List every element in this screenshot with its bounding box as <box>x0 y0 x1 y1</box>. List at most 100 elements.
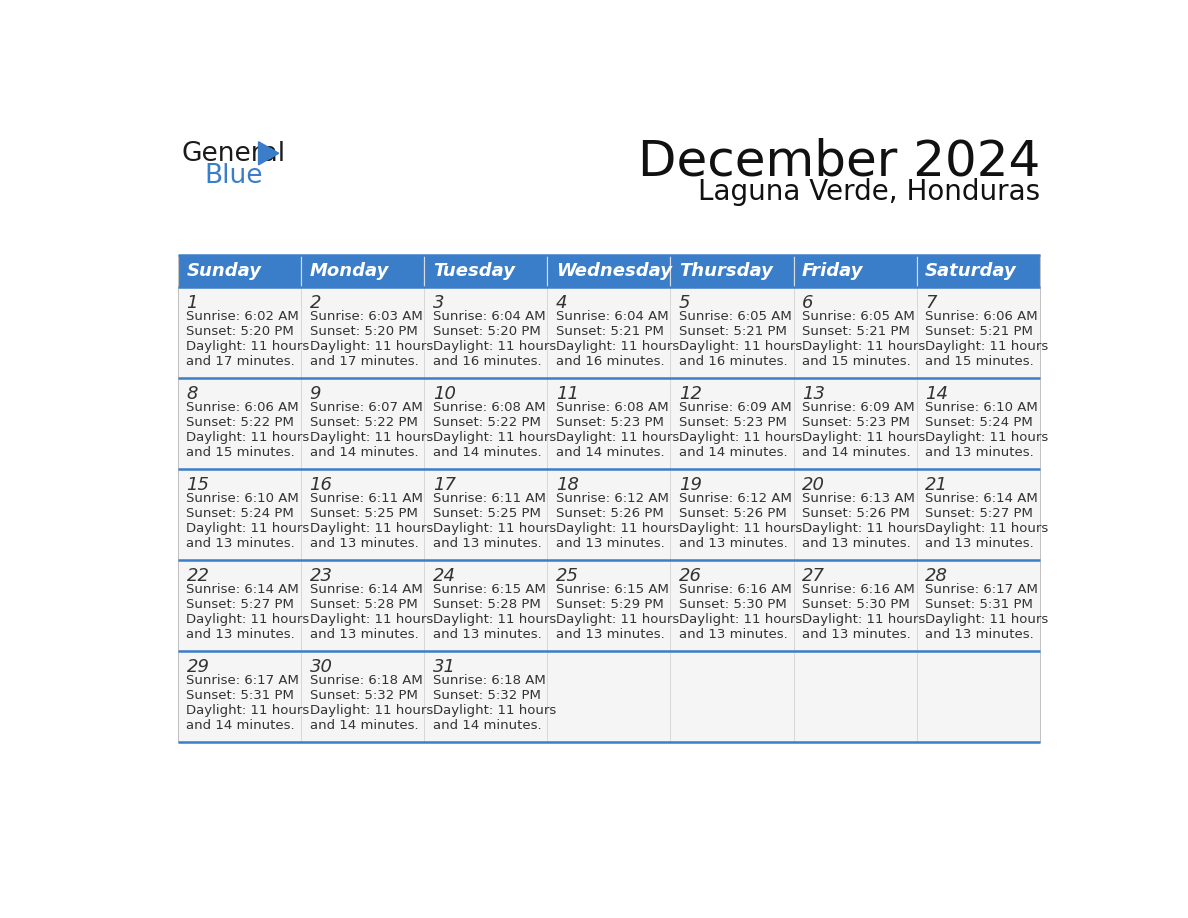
Text: Sunrise: 6:17 AM: Sunrise: 6:17 AM <box>925 583 1038 596</box>
Text: 23: 23 <box>310 566 333 585</box>
Text: 18: 18 <box>556 476 579 494</box>
Text: 21: 21 <box>925 476 948 494</box>
Text: and 13 minutes.: and 13 minutes. <box>678 537 788 550</box>
Text: Daylight: 11 hours: Daylight: 11 hours <box>556 613 680 626</box>
Text: and 15 minutes.: and 15 minutes. <box>187 446 296 459</box>
Text: Sunrise: 6:10 AM: Sunrise: 6:10 AM <box>187 492 299 505</box>
Text: Daylight: 11 hours: Daylight: 11 hours <box>802 431 925 444</box>
Text: 27: 27 <box>802 566 824 585</box>
Text: Daylight: 11 hours: Daylight: 11 hours <box>187 431 310 444</box>
Text: and 13 minutes.: and 13 minutes. <box>925 628 1034 641</box>
Text: 14: 14 <box>925 385 948 403</box>
Text: Daylight: 11 hours: Daylight: 11 hours <box>925 431 1049 444</box>
Text: and 17 minutes.: and 17 minutes. <box>187 355 296 368</box>
Bar <box>670 255 794 287</box>
Text: and 15 minutes.: and 15 minutes. <box>925 355 1034 368</box>
Text: Daylight: 11 hours: Daylight: 11 hours <box>310 522 432 535</box>
Text: 24: 24 <box>432 566 456 585</box>
Text: Daylight: 11 hours: Daylight: 11 hours <box>310 613 432 626</box>
Text: Sunset: 5:23 PM: Sunset: 5:23 PM <box>556 416 664 430</box>
Text: 25: 25 <box>556 566 579 585</box>
Polygon shape <box>259 141 279 165</box>
Text: and 13 minutes.: and 13 minutes. <box>802 628 911 641</box>
Text: Sunset: 5:28 PM: Sunset: 5:28 PM <box>310 598 417 611</box>
Text: Daylight: 11 hours: Daylight: 11 hours <box>556 522 680 535</box>
Text: Daylight: 11 hours: Daylight: 11 hours <box>802 522 925 535</box>
Text: Sunrise: 6:14 AM: Sunrise: 6:14 AM <box>310 583 423 596</box>
Bar <box>178 651 1040 742</box>
Text: Sunrise: 6:05 AM: Sunrise: 6:05 AM <box>678 310 791 323</box>
Text: Sunset: 5:24 PM: Sunset: 5:24 PM <box>187 507 295 521</box>
Text: and 14 minutes.: and 14 minutes. <box>310 446 418 459</box>
Text: 6: 6 <box>802 294 814 312</box>
Text: Daylight: 11 hours: Daylight: 11 hours <box>925 613 1049 626</box>
Text: Sunset: 5:20 PM: Sunset: 5:20 PM <box>187 325 295 339</box>
Text: Sunrise: 6:02 AM: Sunrise: 6:02 AM <box>187 310 299 323</box>
Text: 11: 11 <box>556 385 579 403</box>
Text: Sunday: Sunday <box>187 263 261 280</box>
Text: Sunrise: 6:18 AM: Sunrise: 6:18 AM <box>310 674 423 687</box>
Text: Daylight: 11 hours: Daylight: 11 hours <box>802 613 925 626</box>
Text: Sunrise: 6:09 AM: Sunrise: 6:09 AM <box>678 401 791 414</box>
Text: Daylight: 11 hours: Daylight: 11 hours <box>678 613 802 626</box>
Text: Sunrise: 6:12 AM: Sunrise: 6:12 AM <box>556 492 669 505</box>
Text: Friday: Friday <box>802 263 864 280</box>
Text: and 16 minutes.: and 16 minutes. <box>432 355 542 368</box>
Text: Sunset: 5:21 PM: Sunset: 5:21 PM <box>678 325 786 339</box>
Text: and 13 minutes.: and 13 minutes. <box>802 537 911 550</box>
Text: Sunset: 5:31 PM: Sunset: 5:31 PM <box>187 688 295 702</box>
Text: and 13 minutes.: and 13 minutes. <box>556 628 664 641</box>
Text: Sunset: 5:24 PM: Sunset: 5:24 PM <box>925 416 1032 430</box>
Text: Sunset: 5:30 PM: Sunset: 5:30 PM <box>678 598 786 611</box>
Bar <box>301 255 424 287</box>
Text: Sunrise: 6:15 AM: Sunrise: 6:15 AM <box>556 583 669 596</box>
Text: 9: 9 <box>310 385 321 403</box>
Text: Sunset: 5:31 PM: Sunset: 5:31 PM <box>925 598 1034 611</box>
Text: Sunrise: 6:11 AM: Sunrise: 6:11 AM <box>310 492 423 505</box>
Text: Sunrise: 6:08 AM: Sunrise: 6:08 AM <box>432 401 545 414</box>
Text: Sunrise: 6:08 AM: Sunrise: 6:08 AM <box>556 401 669 414</box>
Text: 17: 17 <box>432 476 456 494</box>
Text: Sunset: 5:27 PM: Sunset: 5:27 PM <box>187 598 295 611</box>
Text: Sunrise: 6:12 AM: Sunrise: 6:12 AM <box>678 492 792 505</box>
Text: Saturday: Saturday <box>925 263 1017 280</box>
Text: Daylight: 11 hours: Daylight: 11 hours <box>310 704 432 717</box>
Bar <box>178 255 301 287</box>
Text: Sunrise: 6:04 AM: Sunrise: 6:04 AM <box>556 310 669 323</box>
Text: Daylight: 11 hours: Daylight: 11 hours <box>678 431 802 444</box>
Text: 12: 12 <box>678 385 702 403</box>
Text: Blue: Blue <box>204 162 263 188</box>
Text: and 15 minutes.: and 15 minutes. <box>802 355 911 368</box>
Text: and 17 minutes.: and 17 minutes. <box>310 355 418 368</box>
Text: Daylight: 11 hours: Daylight: 11 hours <box>187 341 310 353</box>
Text: Sunrise: 6:14 AM: Sunrise: 6:14 AM <box>925 492 1038 505</box>
Text: Wednesday: Wednesday <box>556 263 672 280</box>
Text: and 14 minutes.: and 14 minutes. <box>432 719 542 732</box>
Text: Sunrise: 6:07 AM: Sunrise: 6:07 AM <box>310 401 423 414</box>
Bar <box>424 255 548 287</box>
Text: and 13 minutes.: and 13 minutes. <box>310 628 418 641</box>
Text: and 13 minutes.: and 13 minutes. <box>187 537 296 550</box>
Text: and 13 minutes.: and 13 minutes. <box>925 446 1034 459</box>
Text: 22: 22 <box>187 566 209 585</box>
Text: and 13 minutes.: and 13 minutes. <box>310 537 418 550</box>
Text: Daylight: 11 hours: Daylight: 11 hours <box>802 341 925 353</box>
Text: Sunset: 5:22 PM: Sunset: 5:22 PM <box>310 416 417 430</box>
Text: and 16 minutes.: and 16 minutes. <box>556 355 664 368</box>
Text: Sunrise: 6:11 AM: Sunrise: 6:11 AM <box>432 492 545 505</box>
Text: Sunrise: 6:14 AM: Sunrise: 6:14 AM <box>187 583 299 596</box>
Text: Sunrise: 6:16 AM: Sunrise: 6:16 AM <box>678 583 791 596</box>
Text: 7: 7 <box>925 294 936 312</box>
Text: 19: 19 <box>678 476 702 494</box>
Text: Sunset: 5:32 PM: Sunset: 5:32 PM <box>310 688 417 702</box>
Text: 1: 1 <box>187 294 198 312</box>
Text: Daylight: 11 hours: Daylight: 11 hours <box>187 704 310 717</box>
Text: Sunset: 5:20 PM: Sunset: 5:20 PM <box>310 325 417 339</box>
Text: and 14 minutes.: and 14 minutes. <box>556 446 664 459</box>
Text: 4: 4 <box>556 294 568 312</box>
Text: Sunset: 5:23 PM: Sunset: 5:23 PM <box>678 416 786 430</box>
Text: Sunrise: 6:06 AM: Sunrise: 6:06 AM <box>187 401 299 414</box>
Text: Sunset: 5:29 PM: Sunset: 5:29 PM <box>556 598 664 611</box>
Text: Sunset: 5:26 PM: Sunset: 5:26 PM <box>802 507 910 521</box>
Text: and 14 minutes.: and 14 minutes. <box>432 446 542 459</box>
